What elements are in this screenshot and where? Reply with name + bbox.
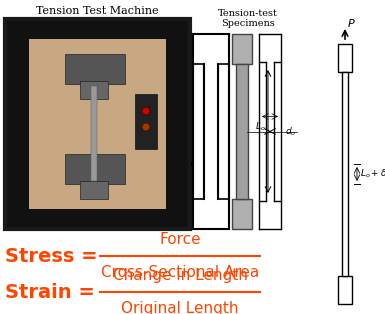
Circle shape <box>142 107 150 115</box>
Text: Strain =: Strain = <box>5 283 102 301</box>
Polygon shape <box>193 34 204 229</box>
Text: $L_o + \delta$: $L_o + \delta$ <box>360 168 385 180</box>
Text: P: P <box>348 19 355 29</box>
Bar <box>232 199 252 229</box>
Bar <box>193 199 229 229</box>
Text: Tension-test
Specimens: Tension-test Specimens <box>218 9 278 28</box>
Bar <box>80 81 108 99</box>
Bar <box>7 21 188 39</box>
Text: $d_o$: $d_o$ <box>285 125 296 138</box>
Text: $L_o$: $L_o$ <box>255 120 266 133</box>
Bar <box>338 276 352 304</box>
Bar <box>7 209 188 227</box>
Bar <box>65 154 125 184</box>
Text: Cross-Sectional Area: Cross-Sectional Area <box>101 265 259 280</box>
Text: Change in Length: Change in Length <box>112 268 248 283</box>
Bar <box>7 21 29 227</box>
Bar <box>342 72 348 276</box>
Text: Original Length: Original Length <box>121 301 239 314</box>
Bar <box>338 44 352 72</box>
Bar <box>5 19 190 229</box>
Text: Force: Force <box>159 232 201 247</box>
Bar <box>91 86 97 181</box>
Text: Tension Test Machine: Tension Test Machine <box>36 6 159 16</box>
Bar <box>80 181 108 199</box>
Bar <box>236 64 248 199</box>
Bar <box>65 54 125 84</box>
Bar <box>232 34 252 64</box>
Bar <box>193 34 229 64</box>
Bar <box>259 34 281 229</box>
Polygon shape <box>218 34 229 229</box>
Bar <box>135 94 157 149</box>
Bar <box>166 21 188 227</box>
Circle shape <box>142 123 150 131</box>
Text: Stress =: Stress = <box>5 246 104 266</box>
Bar <box>204 34 218 229</box>
Bar <box>5 19 190 229</box>
